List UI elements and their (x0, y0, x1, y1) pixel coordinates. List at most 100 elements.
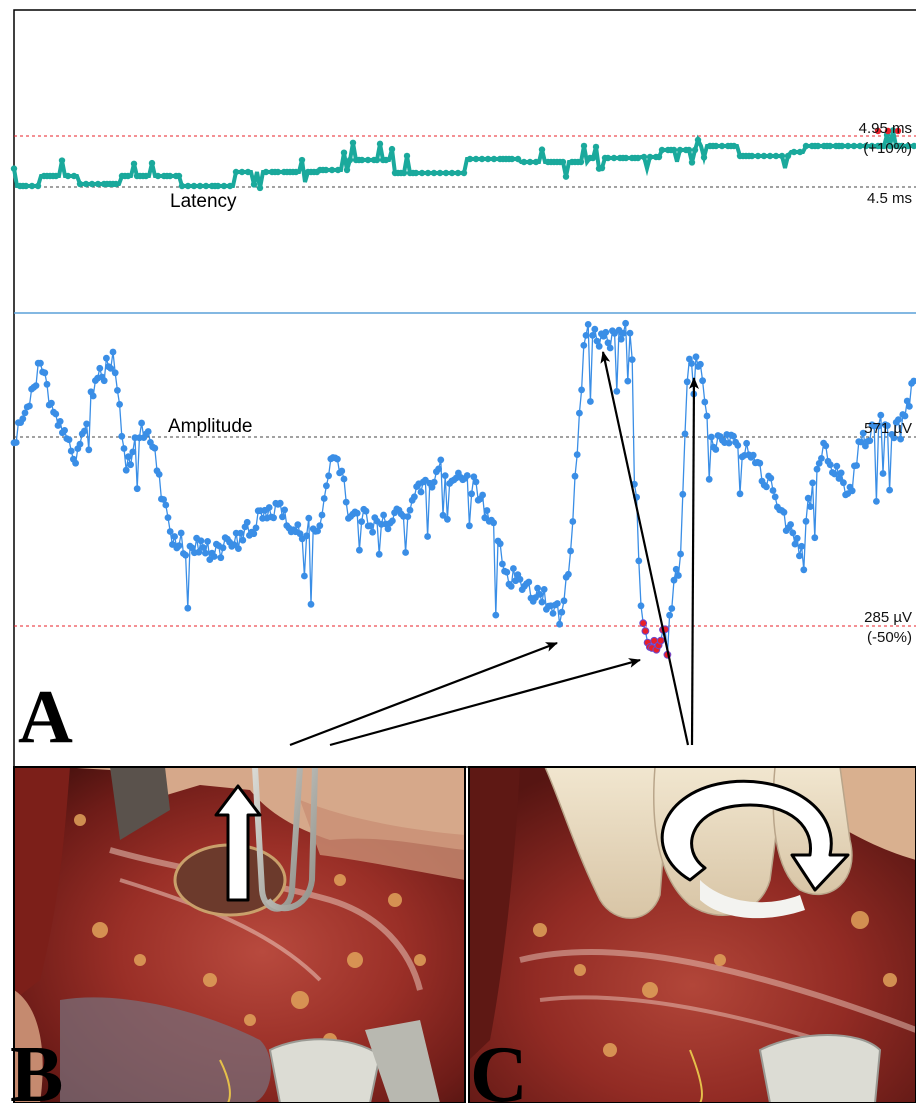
amplitude-point (490, 519, 497, 527)
amplitude-point (859, 429, 867, 437)
amplitude-point (591, 325, 599, 333)
amplitude-point (184, 604, 192, 612)
amplitude-point (538, 598, 546, 606)
latency-point (670, 146, 678, 154)
amplitude-point (85, 446, 93, 454)
latency-point (856, 142, 864, 150)
amplitude-point (52, 410, 60, 418)
amplitude-point (72, 459, 79, 467)
latency-alarm-point (884, 127, 892, 135)
latency-point (166, 172, 174, 180)
latency-point (250, 181, 258, 188)
amplitude-point (430, 478, 438, 486)
amplitude-point (122, 466, 130, 474)
latency-point (802, 142, 810, 150)
amplitude-point (496, 540, 504, 548)
amplitude-point (743, 439, 750, 447)
latency-point (196, 182, 204, 190)
amplitude-point (76, 440, 84, 448)
latency-point (238, 168, 246, 176)
amplitude-point (692, 353, 700, 361)
amplitude-point (389, 517, 396, 525)
amplitude-point (675, 572, 682, 579)
amplitude-point (21, 409, 29, 417)
amplitude-point (791, 540, 799, 548)
amplitude-point (334, 455, 341, 463)
latency-point (760, 152, 768, 160)
latency-point (640, 153, 648, 161)
amplitude-point (683, 378, 691, 386)
latency-point (34, 182, 42, 190)
latency-point (658, 146, 666, 154)
latency-point (748, 152, 756, 160)
latency-point (130, 160, 138, 168)
latency-point (589, 154, 597, 162)
amplitude-point (780, 508, 788, 516)
amplitude-point (826, 461, 834, 469)
latency-plot: Latency 4.95 ms (+10%) 4.5 ms (10, 120, 916, 212)
amplitude-point (626, 329, 634, 337)
latency-point (688, 159, 696, 166)
latency-point (898, 142, 906, 150)
amplitude-label: Amplitude (168, 416, 253, 437)
amplitude-point (468, 490, 475, 498)
amplitude-alarm-point (656, 636, 665, 645)
amplitude-point (699, 377, 706, 385)
amplitude-point (734, 442, 742, 449)
latency-point (862, 142, 870, 150)
amplitude-point (879, 470, 887, 477)
amplitude-point (384, 525, 392, 533)
amplitude-point (901, 412, 909, 420)
amplitude-point (771, 493, 779, 501)
latency-point (322, 166, 330, 174)
latency-point (418, 169, 426, 177)
amplitude-point (129, 448, 137, 456)
amplitude-point (411, 493, 418, 501)
amplitude-point (323, 482, 330, 490)
amplitude-point (219, 544, 227, 552)
latency-point (844, 142, 852, 150)
latency-point (622, 154, 630, 162)
latency-point (274, 168, 282, 176)
latency-point (691, 146, 699, 154)
amplitude-point (580, 342, 588, 349)
amplitude-point (635, 557, 643, 565)
latency-point (52, 172, 60, 180)
latency-point (148, 159, 156, 167)
latency-point (178, 182, 186, 190)
latency-point (754, 152, 762, 160)
amplitude-point (833, 462, 841, 470)
amplitude-point (67, 447, 75, 455)
amplitude-point (595, 342, 603, 350)
latency-point (655, 153, 663, 161)
amplitude-point (124, 453, 132, 461)
amplitude-point (441, 472, 449, 479)
latency-point (403, 152, 411, 160)
amplitude-point (439, 511, 447, 519)
amplitude-point (307, 600, 315, 608)
amplitude-point (320, 495, 328, 502)
amplitude-point (837, 469, 845, 477)
amplitude-point (688, 360, 695, 367)
amplitude-point (866, 437, 874, 445)
panel-c-frame (468, 766, 916, 1103)
amplitude-point (444, 515, 451, 523)
amplitude-point (540, 586, 548, 593)
latency-point (82, 180, 90, 188)
amplitude-point (177, 529, 185, 537)
amplitude-point (358, 518, 365, 525)
panel-letter-c: C (470, 1031, 528, 1103)
amplitude-point (109, 348, 117, 356)
amplitude-point (708, 433, 715, 441)
latency-point (124, 172, 132, 180)
amplitude-point (730, 432, 737, 440)
amplitude-point (276, 499, 284, 507)
latency-point (526, 158, 534, 166)
amplitude-point (96, 364, 104, 372)
latency-point (604, 154, 612, 162)
amplitude-point (204, 538, 212, 545)
latency-point (514, 155, 522, 163)
amplitude-point (406, 506, 414, 514)
latency-point (826, 142, 834, 150)
amplitude-point (483, 507, 491, 514)
